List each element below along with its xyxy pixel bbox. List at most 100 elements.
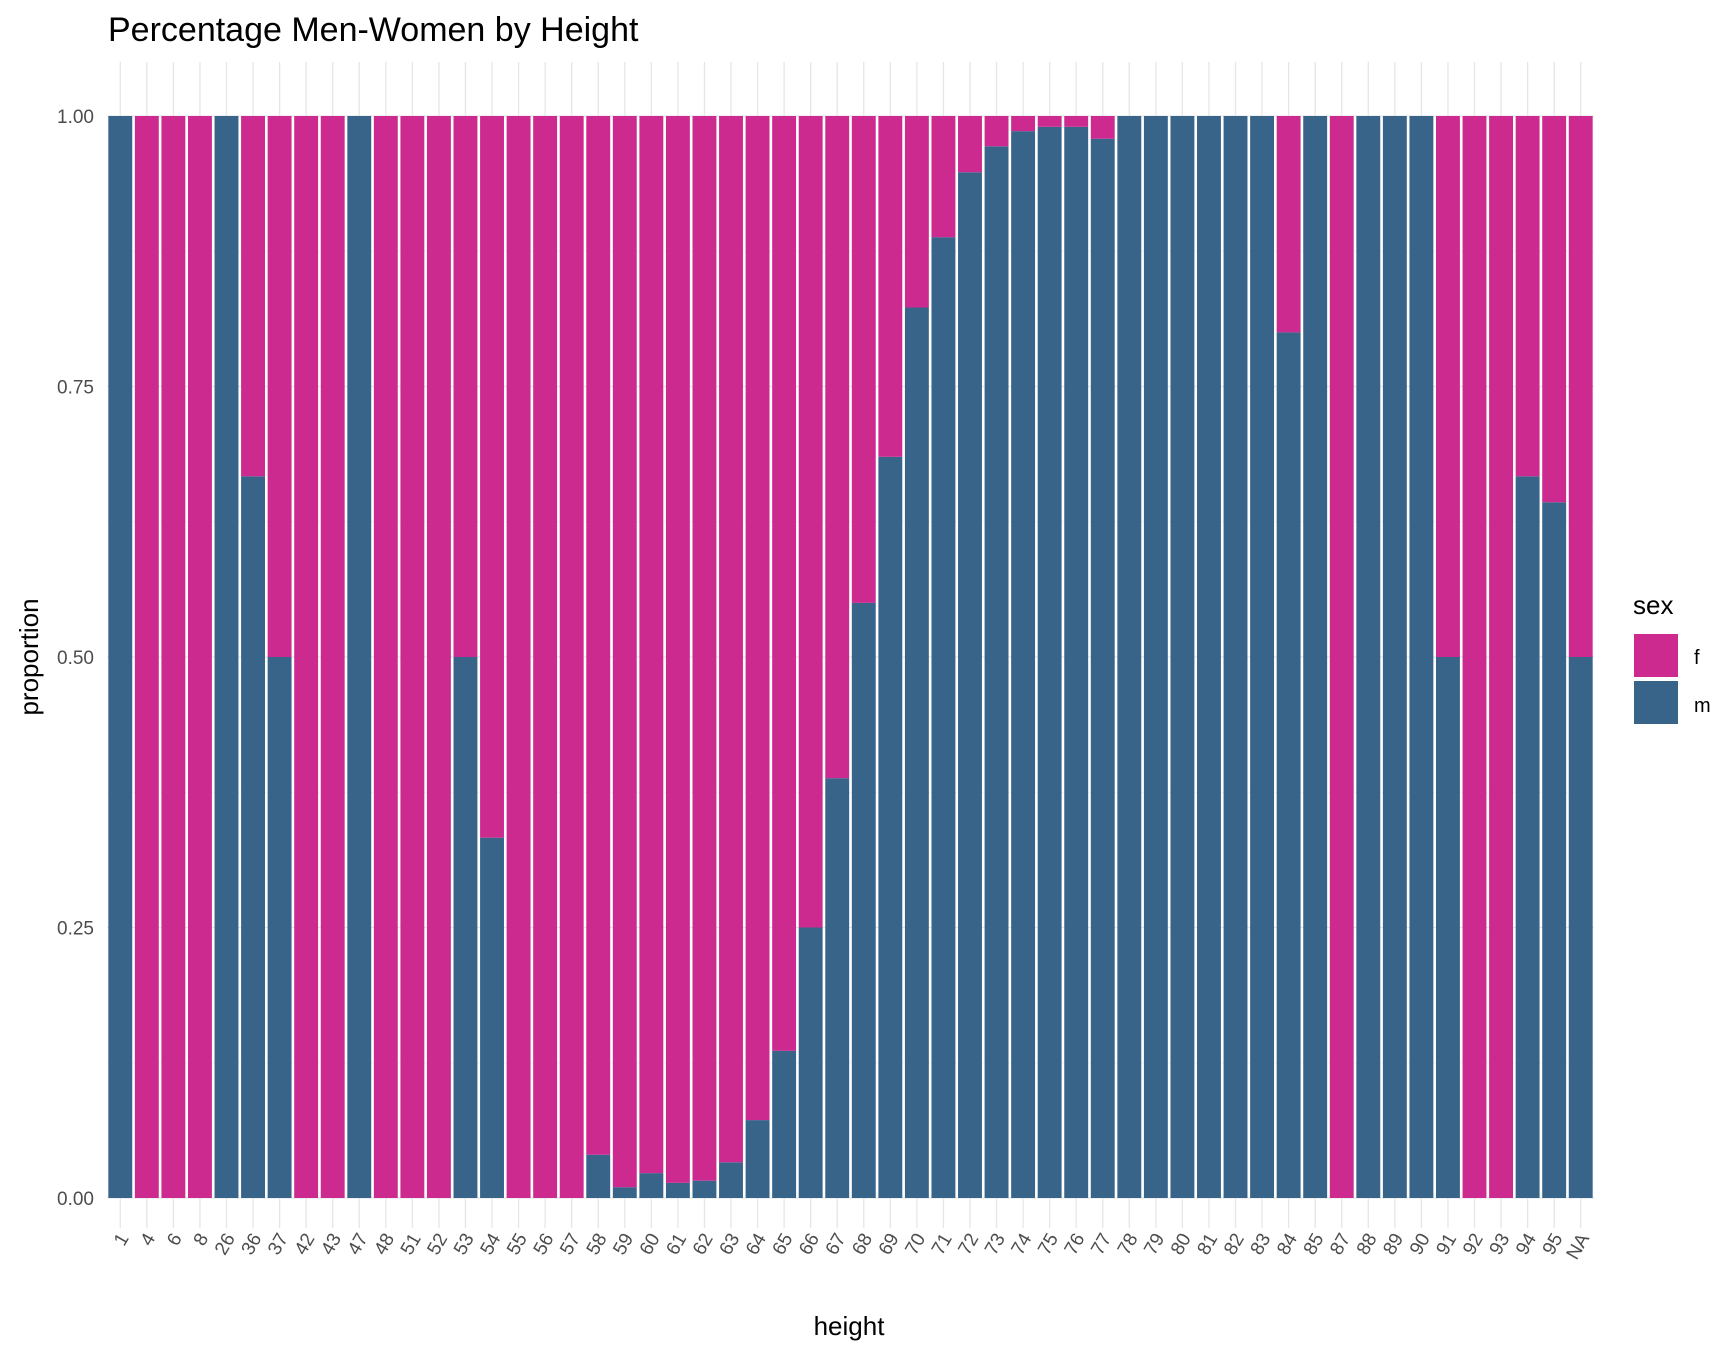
x-tick-label: 93	[1486, 1230, 1515, 1259]
y-tick-label: 0.25	[57, 919, 94, 940]
x-tick-label: 63	[716, 1230, 745, 1259]
bar-f-53	[453, 116, 478, 657]
y-tick-label: 1.00	[57, 107, 94, 128]
bar-f-52	[426, 116, 451, 1198]
bar-m-84	[1276, 332, 1301, 1198]
x-tick-label: 77	[1087, 1230, 1116, 1259]
bar-m-61	[665, 1182, 690, 1198]
x-tick-label: 6	[163, 1230, 186, 1250]
x-tick-label: 79	[1140, 1230, 1169, 1259]
legend-label-m: m	[1694, 695, 1711, 717]
bar-m-47	[347, 116, 372, 1198]
bar-f-8	[187, 116, 212, 1198]
x-tick-label: 60	[636, 1230, 665, 1259]
x-tick-label: 94	[1512, 1230, 1541, 1259]
x-tick-label: 55	[503, 1230, 532, 1259]
bar-m-69	[878, 456, 903, 1199]
y-axis-title: proportion	[14, 598, 44, 715]
bar-f-42	[294, 116, 319, 1198]
bar-f-70	[904, 116, 929, 308]
bar-m-78	[1117, 116, 1142, 1198]
bar-f-60	[639, 116, 664, 1174]
x-tick-label: 73	[981, 1230, 1010, 1259]
bar-f-76	[1064, 116, 1089, 127]
bar-f-92	[1462, 116, 1487, 1198]
bar-m-1	[108, 116, 133, 1198]
bar-m-77	[1090, 138, 1115, 1198]
bar-m-76	[1064, 126, 1089, 1199]
bar-m-74	[1011, 131, 1036, 1199]
bar-f-74	[1011, 116, 1036, 132]
x-tick-label: 74	[1008, 1230, 1037, 1259]
x-tick-label: 80	[1167, 1230, 1196, 1259]
bar-f-69	[878, 116, 903, 457]
x-tick-label: 58	[583, 1230, 612, 1259]
bar-f-73	[984, 116, 1009, 147]
bar-f-91	[1436, 116, 1460, 657]
bar-m-68	[851, 602, 876, 1198]
x-tick-label: 71	[928, 1230, 957, 1259]
bar-m-63	[719, 1162, 743, 1198]
bar-f-55	[506, 116, 531, 1198]
bar-m-81	[1197, 116, 1221, 1198]
bar-f-94	[1515, 116, 1540, 477]
y-axis: 0.00 0.25 0.50 0.75 1.00	[57, 107, 94, 1210]
x-axis: 1 4 6 8263637424347485152535455565758596061…	[110, 1230, 1594, 1264]
x-tick-label: 26	[211, 1230, 240, 1259]
bar-m-62	[692, 1180, 717, 1198]
bar-m-59	[612, 1187, 637, 1198]
bar-f-77	[1090, 116, 1115, 139]
bar-m-91	[1436, 657, 1460, 1198]
x-tick-label: 36	[238, 1230, 267, 1259]
x-tick-label: 85	[1300, 1230, 1329, 1259]
x-tick-label: 95	[1539, 1230, 1568, 1259]
bar-f-66	[798, 116, 823, 928]
x-tick-label: 8	[190, 1230, 213, 1250]
bar-f-62	[692, 116, 717, 1181]
legend: sex f m	[1633, 590, 1711, 724]
bar-m-72	[958, 172, 982, 1198]
bar-m-36	[241, 476, 265, 1198]
bar-f-59	[612, 116, 637, 1188]
x-tick-label: 62	[689, 1230, 718, 1259]
x-axis-title: height	[814, 1311, 886, 1341]
x-tick-label: 57	[556, 1230, 585, 1259]
bar-m-53	[453, 657, 478, 1198]
x-tick-label: 1	[110, 1230, 133, 1250]
x-tick-label: 42	[291, 1230, 320, 1259]
bar-m-95	[1542, 502, 1567, 1198]
x-tick-label: 78	[1114, 1230, 1143, 1259]
bar-f-54	[480, 116, 504, 838]
x-tick-label: 67	[822, 1230, 851, 1259]
x-tick-label: 52	[423, 1230, 452, 1259]
bar-m-65	[772, 1050, 797, 1198]
bar-m-89	[1382, 116, 1407, 1198]
legend-swatch-m	[1634, 681, 1678, 724]
legend-title: sex	[1633, 590, 1673, 620]
x-tick-label: 69	[875, 1230, 904, 1259]
x-tick-label: 59	[609, 1230, 638, 1259]
bar-f-65	[772, 116, 797, 1051]
bar-f-37	[267, 116, 292, 657]
bar-m-85	[1303, 116, 1328, 1198]
bar-m-64	[745, 1120, 770, 1198]
x-tick-label: 72	[955, 1230, 984, 1259]
bar-m-80	[1170, 116, 1195, 1198]
x-tick-label: 61	[662, 1230, 691, 1259]
legend-label-f: f	[1694, 647, 1700, 669]
bar-f-4	[134, 116, 159, 1198]
bar-m-67	[825, 778, 850, 1198]
bar-m-71	[931, 237, 956, 1198]
bar-m-54	[480, 837, 504, 1198]
x-tick-label: 92	[1459, 1230, 1488, 1259]
bar-m-26	[214, 116, 239, 1198]
bar-m-83	[1250, 116, 1275, 1198]
bar-m-88	[1356, 116, 1381, 1198]
bar-f-51	[400, 116, 425, 1198]
bar-f-75	[1037, 116, 1062, 127]
chart-title: Percentage Men-Women by Height	[108, 11, 639, 49]
bar-f-68	[851, 116, 876, 603]
bar-f-58	[586, 116, 611, 1155]
bar-m-90	[1409, 116, 1434, 1198]
